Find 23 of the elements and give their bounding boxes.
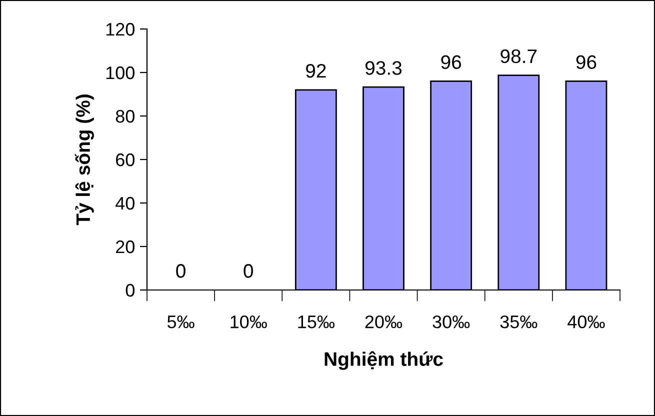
x-tick-label: 5‰ <box>167 316 194 328</box>
y-tick-label: 0 <box>126 284 134 297</box>
y-tick-label: 120 <box>106 22 134 36</box>
data-label: 96 <box>441 55 462 70</box>
data-label: 98.7 <box>500 49 537 64</box>
y-tick-label: 60 <box>116 153 134 166</box>
x-tick-label: 30‰ <box>432 315 470 328</box>
x-tick-label: 20‰ <box>365 315 402 328</box>
y-tick-label: 100 <box>106 66 134 80</box>
y-tick-label: 80 <box>116 110 134 123</box>
y-tick-label: 40 <box>116 196 134 210</box>
y-tick-label: 20 <box>116 240 134 254</box>
x-axis-title: Nghiệm thức <box>324 351 443 370</box>
x-tick-label: 15‰ <box>298 316 335 328</box>
x-tick-label: 40‰ <box>568 315 605 328</box>
y-axis-title: Tỷ lệ sống (%) <box>74 94 94 226</box>
data-label: 96 <box>576 55 596 70</box>
x-tick-label: 35‰ <box>500 315 538 328</box>
x-tick-label: 10‰ <box>230 315 267 328</box>
data-label: 93.3 <box>365 61 402 75</box>
data-label: 0 <box>176 264 186 278</box>
data-label: 92 <box>306 64 326 78</box>
data-label: 0 <box>244 264 254 278</box>
